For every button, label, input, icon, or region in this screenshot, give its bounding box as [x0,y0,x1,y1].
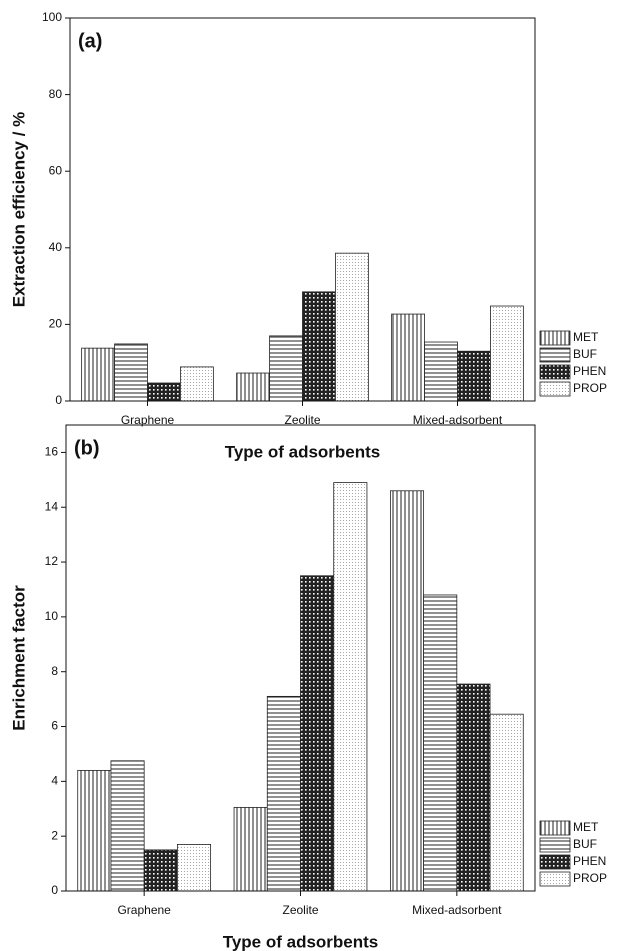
legend-label: MET [573,330,599,344]
legend-swatch [539,837,571,853]
x-axis-title: Type of adsorbents [223,932,379,951]
bar [333,482,368,892]
y-tick-label: 8 [51,664,58,678]
bar [147,382,181,402]
legend-label: PHEN [573,364,606,378]
y-tick-label: 0 [55,393,62,407]
y-tick-label: 12 [45,554,59,568]
y-tick-label: 4 [51,774,58,788]
legend-swatch [539,347,571,363]
y-tick-label: 100 [42,10,62,24]
bar [423,594,458,892]
x-axis-title: Type of adsorbents [225,442,381,461]
x-tick-label: Zeolite [284,413,320,427]
y-tick-label: 2 [51,828,58,842]
bar [489,713,524,892]
y-axis-title: Enrichment factor [9,585,28,731]
plot-frame [65,424,536,892]
legend-swatch [539,854,571,870]
legend-swatch [539,820,571,836]
bar [176,844,212,892]
bar [110,760,145,892]
x-tick-label: Graphene [121,413,175,427]
legend-label: PROP [573,381,607,395]
y-tick-label: 6 [51,719,58,733]
legend-label: PHEN [573,854,606,868]
panel-label: (a) [78,30,102,52]
y-tick-label: 20 [49,317,63,331]
bar [143,849,178,892]
bar [300,575,335,892]
legend-swatch [539,364,571,380]
bar [424,341,458,402]
bar [233,806,268,892]
plot-frame [69,17,536,402]
bar [236,372,270,402]
legend-swatch [539,330,571,346]
bar [490,305,524,402]
y-tick-label: 0 [51,883,58,897]
x-tick-label: Mixed-adsorbent [413,413,503,427]
bar [180,366,214,402]
x-tick-label: Mixed-adsorbent [412,903,502,917]
legend-swatch [539,381,571,397]
bar [335,252,369,402]
x-tick-label: Zeolite [282,903,318,917]
bar [266,695,301,892]
bar [269,335,303,402]
panel-label: (b) [74,437,100,459]
y-tick-label: 14 [45,499,59,513]
legend-swatch [539,871,571,887]
bar [302,291,336,402]
y-tick-label: 80 [49,87,63,101]
legend-label: PROP [573,871,607,885]
y-tick-label: 10 [45,609,59,623]
y-tick-label: 40 [49,240,63,254]
bar [389,490,425,892]
legend-label: BUF [573,347,597,361]
bar [77,769,112,892]
legend-label: BUF [573,837,597,851]
bar [456,683,491,892]
y-axis-title: Extraction efficiency / % [9,112,28,308]
bar [114,343,148,402]
x-tick-label: Graphene [117,903,171,917]
bar [457,350,491,402]
bar [81,347,115,402]
legend-label: MET [573,820,599,834]
y-tick-label: 16 [45,445,59,459]
y-tick-label: 60 [49,163,63,177]
bar [391,313,425,402]
